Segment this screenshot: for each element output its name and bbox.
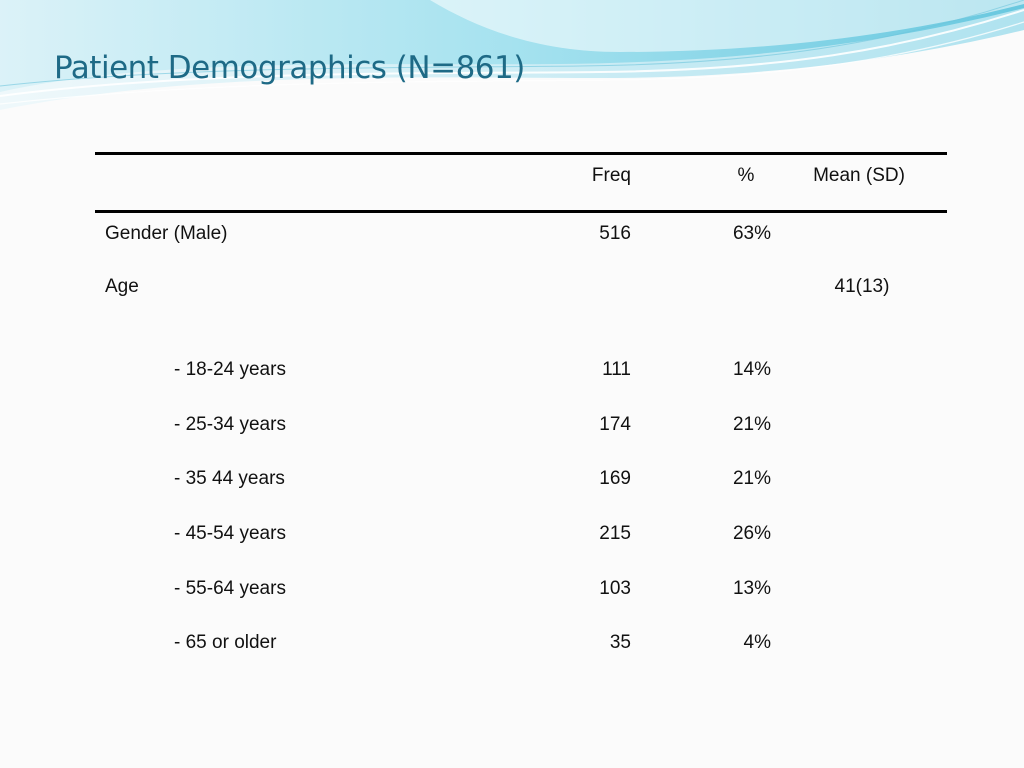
row-freq: 35 xyxy=(609,632,631,654)
row-percent xyxy=(631,266,771,321)
row-label: - 18-24 years xyxy=(174,358,286,380)
row-percent: 14% xyxy=(732,358,771,380)
row-mean-sd xyxy=(771,404,947,459)
table-row: - 25-34 years 174 21% xyxy=(95,404,947,459)
slide-title: Patient Demographics (N=861) xyxy=(54,50,525,86)
row-percent: 4% xyxy=(743,632,771,654)
row-percent: 63% xyxy=(732,223,771,244)
table-row: - 35 44 years 169 21% xyxy=(95,458,947,513)
row-percent: 21% xyxy=(732,413,771,435)
row-freq: 516 xyxy=(599,223,631,244)
row-percent: 26% xyxy=(732,522,771,544)
row-label: - 45-54 years xyxy=(174,522,286,544)
row-percent: 21% xyxy=(732,468,771,490)
row-mean-sd xyxy=(771,568,947,623)
table-row: - 65 or older 35 4% xyxy=(95,622,947,677)
table-row: Age 41(13) xyxy=(95,266,947,321)
row-mean-sd xyxy=(771,458,947,513)
row-freq: 174 xyxy=(599,413,631,435)
row-mean-sd xyxy=(771,622,947,677)
table-row: - 18-24 years 111 14% xyxy=(95,349,947,404)
header-wave-decoration xyxy=(0,0,1024,110)
demographics-table: Freq % Mean (SD) Gender (Male) 516 63% A… xyxy=(95,152,947,677)
row-freq: 111 xyxy=(602,358,631,380)
row-label: - 35 44 years xyxy=(174,468,285,490)
mean-sd-value: 41(13) xyxy=(834,276,890,298)
row-mean-sd xyxy=(771,349,947,404)
row-label: - 55-64 years xyxy=(174,577,286,599)
row-freq: 215 xyxy=(599,522,631,544)
header-mean-sd: Mean (SD) xyxy=(771,152,947,213)
row-freq xyxy=(527,266,631,321)
row-freq: 103 xyxy=(599,577,631,599)
row-label: - 25-34 years xyxy=(174,413,286,435)
table-row: Gender (Male) 516 63% xyxy=(95,212,947,267)
header-label xyxy=(95,152,527,213)
table-spacer-row xyxy=(95,321,947,349)
table-row: - 55-64 years 103 13% xyxy=(95,568,947,623)
header-freq: Freq xyxy=(527,152,631,213)
row-mean-sd: 41(13) xyxy=(771,266,947,321)
row-percent: 13% xyxy=(732,577,771,599)
header-percent: % xyxy=(631,152,771,213)
table-row: - 45-54 years 215 26% xyxy=(95,513,947,568)
row-label: Gender (Male) xyxy=(105,223,228,244)
row-label: - 65 or older xyxy=(174,632,277,654)
row-mean-sd xyxy=(771,513,947,568)
row-freq: 169 xyxy=(599,468,631,490)
row-label: Age xyxy=(105,276,139,298)
row-mean-sd xyxy=(771,212,947,267)
demographics-table-container: Freq % Mean (SD) Gender (Male) 516 63% A… xyxy=(95,152,947,677)
table-header-row: Freq % Mean (SD) xyxy=(95,152,947,213)
